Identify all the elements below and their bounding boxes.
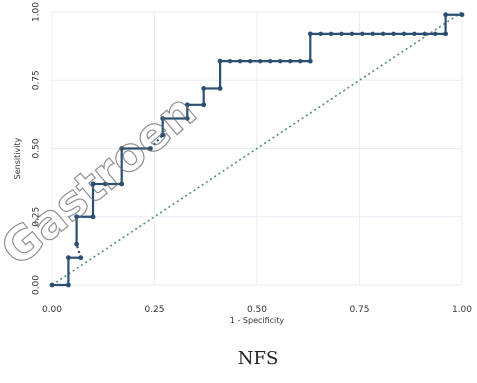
roc-point-extra-1-10 <box>412 32 416 36</box>
y-tick-label-4: 1.00 <box>32 2 42 22</box>
x-tick-label-3: 0.75 <box>349 305 369 315</box>
y-tick-label-2: 0.50 <box>32 138 42 158</box>
x-tick-label-1: 0.25 <box>144 305 164 315</box>
x-tick-label-2: 0.50 <box>247 305 267 315</box>
roc-point-extra-1-4 <box>350 32 354 36</box>
roc-point-1 <box>66 283 71 288</box>
roc-point-extra-0-4 <box>258 59 262 63</box>
x-tick-label-0: 0.00 <box>42 305 62 315</box>
roc-point-0 <box>50 283 55 288</box>
roc-point-extra-0-2 <box>238 59 242 63</box>
watermark: Gastroen <box>0 83 206 276</box>
y-axis-title: Sensitivity <box>13 137 22 179</box>
roc-point-extra-1-8 <box>391 32 395 36</box>
roc-point-extra-0-8 <box>298 59 302 63</box>
roc-point-extra-1-1 <box>319 32 323 36</box>
x-tick-labels: 0.00 0.25 0.50 0.75 1.00 <box>42 305 472 315</box>
y-tick-label-0: 0.00 <box>32 275 42 295</box>
roc-point-16 <box>201 102 206 107</box>
x-axis-title: 1 - Specificity <box>230 316 285 325</box>
roc-point-extra-0-5 <box>268 59 272 63</box>
chart-caption: NFS <box>238 348 279 369</box>
y-tick-label-3: 0.75 <box>32 70 42 90</box>
roc-point-18 <box>218 86 223 91</box>
roc-point-4 <box>74 242 79 247</box>
roc-point-extra-0-1 <box>228 59 232 63</box>
roc-point-extra-1-7 <box>381 32 385 36</box>
roc-point-extra-1-2 <box>329 32 333 36</box>
roc-point-extra-1-5 <box>360 32 364 36</box>
roc-point-extra-1-11 <box>423 32 427 36</box>
roc-point-extra-1-3 <box>339 32 343 36</box>
roc-point-extra-0-6 <box>278 59 282 63</box>
roc-point-extra-1-12 <box>433 32 437 36</box>
roc-point-17 <box>201 86 206 91</box>
roc-point-24 <box>460 12 465 17</box>
roc-point-22 <box>443 31 448 36</box>
roc-point-3 <box>78 255 83 260</box>
roc-point-extra-0-3 <box>248 59 252 63</box>
roc-point-extra-0-7 <box>288 59 292 63</box>
roc-point-extra-1-9 <box>402 32 406 36</box>
roc-point-extra-1-6 <box>371 32 375 36</box>
roc-point-20 <box>308 59 313 64</box>
roc-point-21 <box>308 31 313 36</box>
roc-point-23 <box>443 12 448 17</box>
x-tick-label-4: 1.00 <box>452 305 472 315</box>
roc-point-2 <box>66 255 71 260</box>
roc-point-19 <box>218 59 223 64</box>
